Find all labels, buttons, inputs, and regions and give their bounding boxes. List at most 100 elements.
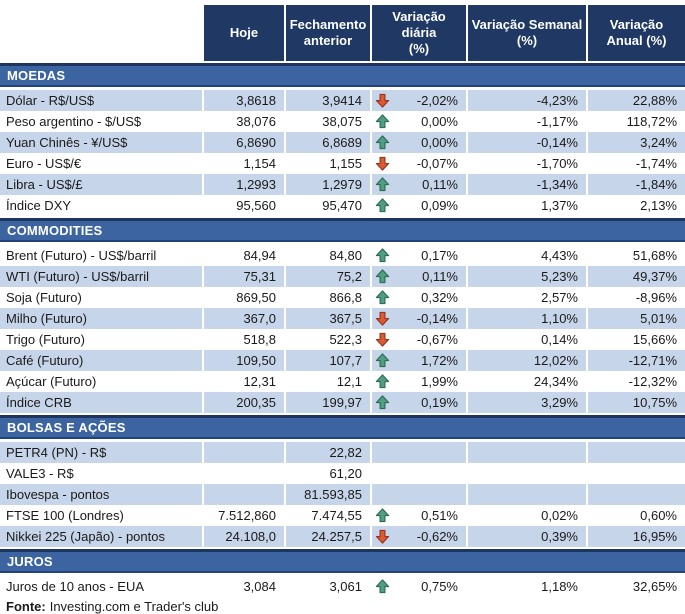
annual-variation-value: 49,37%	[588, 266, 685, 287]
table-row: Índice CRB 200,35 199,97 0,19% 3,29% 10,…	[0, 392, 685, 413]
trend-arrow-up-icon	[375, 114, 390, 129]
today-value: 1,154	[243, 156, 276, 171]
previous-close-value: 7.474,55	[311, 508, 362, 523]
daily-variation-value: 1,99%	[421, 374, 458, 389]
weekly-variation-value	[468, 484, 586, 505]
today-value: 12,31	[243, 374, 276, 389]
annual-variation-value: -12,71%	[588, 350, 685, 371]
section-title: COMMODITIES	[7, 223, 103, 238]
trend-arrow-up-icon	[375, 395, 390, 410]
table-row: Libra - US$/£ 1,2993 1,2979 0,11% -1,34%…	[0, 174, 685, 195]
daily-variation-value: -0,14%	[416, 311, 458, 326]
table-row: Yuan Chinês - ¥/US$ 6,8690 6,8689 0,00% …	[0, 132, 685, 153]
weekly-variation-value: 2,57%	[541, 290, 578, 305]
previous-close-value: 75,2	[286, 266, 370, 287]
section-rows: Brent (Futuro) - US$/barril 84,94 84,80 …	[0, 245, 685, 413]
daily-variation-value: -0,62%	[416, 529, 458, 544]
daily-variation-value: 0,75%	[421, 579, 458, 594]
today-value: 3,8618	[204, 90, 284, 111]
today-value: 38,076	[236, 114, 276, 129]
weekly-variation-value: 0,14%	[541, 332, 578, 347]
today-value: 3,084	[243, 579, 276, 594]
weekly-variation-value: 3,29%	[468, 392, 586, 413]
weekly-variation-value: 0,39%	[468, 526, 586, 547]
weekly-variation-value: 1,10%	[468, 308, 586, 329]
table-row: Açúcar (Futuro) 12,31 12,1 1,99% 24,34% …	[0, 371, 685, 392]
asset-label: WTI (Futuro) - US$/barril	[0, 266, 202, 287]
previous-close-value: 61,20	[329, 466, 362, 481]
previous-close-value: 95,470	[322, 198, 362, 213]
daily-variation-cell: -2,02%	[372, 90, 466, 111]
daily-variation-cell	[372, 463, 466, 484]
daily-variation-cell: 0,09%	[372, 195, 466, 216]
daily-variation-cell: 0,17%	[372, 245, 466, 266]
daily-variation-value: 0,11%	[422, 177, 458, 192]
asset-label: Soja (Futuro)	[6, 290, 82, 305]
daily-variation-cell: 0,11%	[372, 266, 466, 287]
weekly-variation-value: -4,23%	[468, 90, 586, 111]
previous-close-value: 3,061	[329, 579, 362, 594]
annual-variation-value: -1,84%	[588, 174, 685, 195]
daily-variation-value: -0,67%	[416, 332, 458, 347]
trend-arrow-up-icon	[375, 177, 390, 192]
previous-close-value: 107,7	[286, 350, 370, 371]
table-row: Milho (Futuro) 367,0 367,5 -0,14% 1,10% …	[0, 308, 685, 329]
weekly-variation-value: -1,70%	[536, 156, 578, 171]
table-row: Ibovespa - pontos 81.593,85	[0, 484, 685, 505]
column-header-hoje: Hoje	[204, 5, 284, 61]
table-row: Juros de 10 anos - EUA 3,084 3,061 0,75%…	[0, 576, 685, 597]
table-row: Dólar - R$/US$ 3,8618 3,9414 -2,02% -4,2…	[0, 90, 685, 111]
table-section: COMMODITIES Brent (Futuro) - US$/barril …	[0, 218, 685, 413]
today-value: 367,0	[204, 308, 284, 329]
header-corner-cell	[0, 5, 202, 61]
asset-label: Yuan Chinês - ¥/US$	[0, 132, 202, 153]
daily-variation-cell: 1,99%	[372, 371, 466, 392]
trend-arrow-up-icon	[375, 290, 390, 305]
asset-label: Índice CRB	[0, 392, 202, 413]
trend-arrow-up-icon	[375, 579, 390, 594]
daily-variation-value: 0,32%	[421, 290, 458, 305]
asset-label: VALE3 - R$	[6, 466, 74, 481]
today-value: 84,94	[243, 248, 276, 263]
weekly-variation-value: 1,18%	[541, 579, 578, 594]
today-value	[204, 484, 284, 505]
previous-close-value: 866,8	[329, 290, 362, 305]
table-row: Euro - US$/€ 1,154 1,155 -0,07% -1,70% -…	[0, 153, 685, 174]
previous-close-value: 24.257,5	[286, 526, 370, 547]
trend-arrow-icon	[375, 445, 390, 460]
today-value: 1,2993	[204, 174, 284, 195]
weekly-variation-value: 24,34%	[533, 374, 578, 389]
table-row: Índice DXY 95,560 95,470 0,09% 1,37% 2,1…	[0, 195, 685, 216]
asset-label: Brent (Futuro) - US$/barril	[6, 248, 157, 263]
daily-variation-cell: 0,51%	[372, 505, 466, 526]
trend-arrow-up-icon	[375, 374, 390, 389]
trend-arrow-up-icon	[375, 508, 390, 523]
weekly-variation-value	[468, 463, 586, 484]
daily-variation-value: 1,72%	[421, 353, 458, 368]
weekly-variation-value: 5,23%	[468, 266, 586, 287]
weekly-variation-value: -1,34%	[468, 174, 586, 195]
annual-variation-value	[588, 442, 685, 463]
trend-arrow-down-icon	[375, 93, 390, 108]
previous-close-value: 1,2979	[286, 174, 370, 195]
daily-variation-cell: 0,11%	[372, 174, 466, 195]
annual-variation-value: 16,95%	[588, 526, 685, 547]
asset-label: FTSE 100 (Londres)	[6, 508, 124, 523]
annual-variation-value: 51,68%	[632, 248, 677, 263]
today-value: 95,560	[236, 198, 276, 213]
asset-label: Índice DXY	[6, 198, 72, 213]
weekly-variation-value: 12,02%	[468, 350, 586, 371]
today-value: 7.512,860	[218, 508, 276, 523]
asset-label: Ibovespa - pontos	[0, 484, 202, 505]
weekly-variation-value: 0,02%	[541, 508, 578, 523]
daily-variation-value: 0,51%	[421, 508, 458, 523]
table-section: BOLSAS E AÇÕES PETR4 (PN) - R$ 22,82 VAL…	[0, 415, 685, 547]
asset-label: Dólar - R$/US$	[0, 90, 202, 111]
annual-variation-value: -1,74%	[635, 156, 677, 171]
trend-arrow-up-icon	[375, 198, 390, 213]
daily-variation-value: 0,09%	[421, 198, 458, 213]
asset-label: Milho (Futuro)	[0, 308, 202, 329]
weekly-variation-value: -0,14%	[468, 132, 586, 153]
daily-variation-cell: -0,62%	[372, 526, 466, 547]
table-section: JUROS Juros de 10 anos - EUA 3,084 3,061…	[0, 549, 685, 597]
